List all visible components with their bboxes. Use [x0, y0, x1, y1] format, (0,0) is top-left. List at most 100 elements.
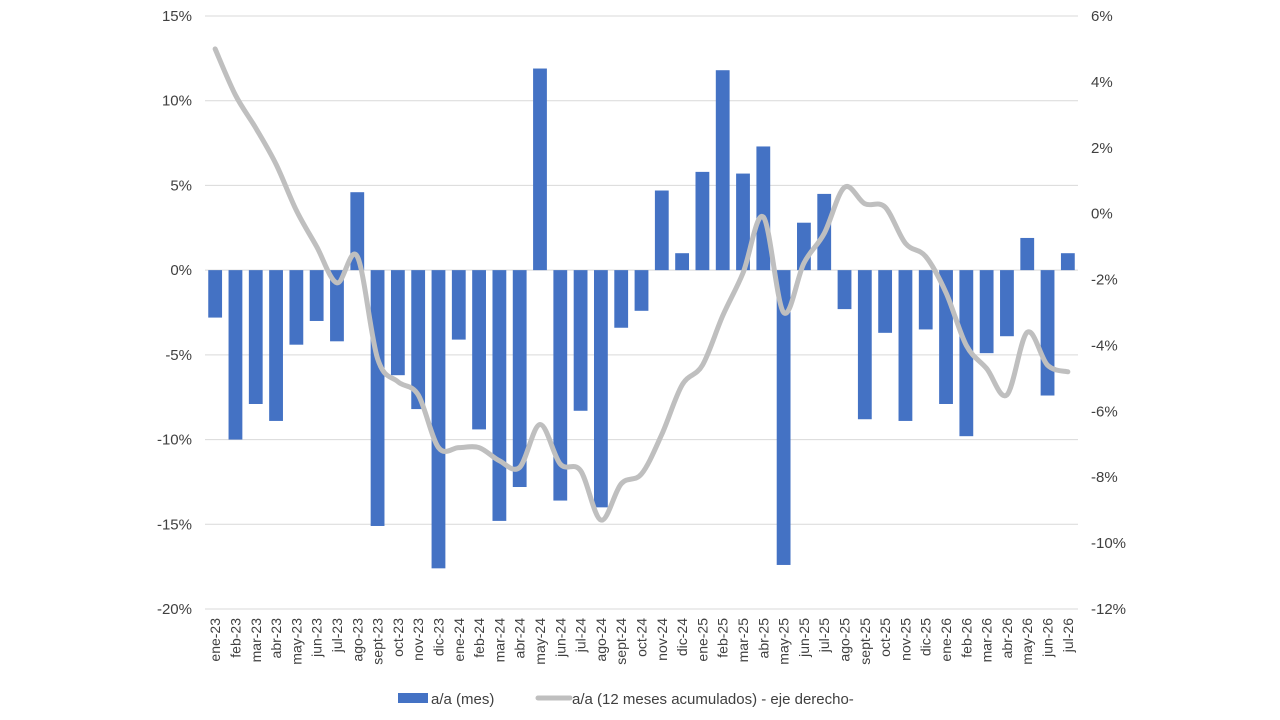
left-axis: 15% 10% 5% 0% -5% -10% -15% -20%	[157, 8, 192, 618]
bar	[248, 270, 263, 404]
x-tick-label: sept-24	[613, 618, 629, 665]
bar	[1000, 270, 1014, 337]
bar	[1040, 270, 1055, 396]
right-tick-label: 0%	[1091, 206, 1113, 223]
x-tick-label: jul-25	[816, 618, 832, 653]
right-tick-label: -10%	[1091, 535, 1126, 552]
bar-series	[208, 68, 1075, 569]
x-tick-label: dic-24	[674, 618, 690, 656]
left-tick-label: -5%	[165, 347, 192, 364]
x-tick-label: mar-25	[735, 618, 751, 663]
right-tick-label: 6%	[1091, 8, 1113, 25]
legend-line-label: a/a (12 meses acumulados) - eje derecho-	[572, 691, 854, 708]
x-tick-label: abr-24	[512, 618, 528, 659]
bar	[269, 270, 283, 421]
x-tick-label: may-24	[532, 618, 548, 665]
bar	[228, 270, 243, 440]
x-tick-label: ago-24	[593, 618, 609, 662]
bar	[634, 270, 649, 311]
bar	[776, 270, 791, 565]
x-tick-label: jun-24	[552, 618, 568, 658]
line-series	[212, 46, 1071, 523]
right-tick-label: -2%	[1091, 272, 1118, 289]
x-tick-label: feb-26	[958, 618, 974, 658]
left-tick-label: -15%	[157, 516, 192, 533]
bar	[1020, 237, 1035, 271]
bar	[756, 146, 771, 271]
right-tick-label: -8%	[1091, 469, 1118, 486]
bar	[695, 171, 710, 271]
right-tick-label: -12%	[1091, 601, 1126, 618]
bar	[654, 190, 669, 271]
x-tick-label: nov-24	[654, 618, 670, 661]
bar	[918, 270, 933, 330]
x-tick-label: ago-25	[837, 618, 853, 662]
bar	[593, 270, 608, 508]
left-tick-label: -10%	[157, 432, 192, 449]
bar	[390, 270, 405, 376]
x-tick-label: mar-26	[979, 618, 995, 663]
right-axis: 6% 4% 2% 0% -2% -4% -6% -8% -10% -12%	[1091, 8, 1126, 618]
x-tick-label: jun-25	[796, 618, 812, 658]
x-axis: ene-23 feb-23 mar-23 abr-23 may-23 jun-23 jul-…	[207, 618, 1076, 665]
x-tick-label: ene-24	[451, 618, 467, 662]
bar	[979, 270, 994, 354]
x-tick-label: jul-24	[573, 618, 589, 653]
x-tick-label: jun-23	[309, 618, 325, 658]
bar	[736, 173, 750, 271]
series-line	[212, 46, 1071, 523]
bar	[898, 270, 913, 421]
bar	[553, 270, 568, 501]
x-tick-label: nov-23	[410, 618, 426, 661]
x-tick-label: ene-25	[694, 618, 710, 662]
bar	[451, 270, 466, 340]
x-tick-label: mar-23	[248, 618, 264, 663]
bar	[959, 270, 974, 437]
x-tick-label: dic-25	[918, 618, 934, 656]
left-tick-label: 10%	[162, 93, 192, 110]
bar	[1060, 253, 1075, 271]
bar	[411, 270, 426, 410]
left-tick-label: -20%	[157, 601, 192, 618]
x-tick-label: jul-26	[1060, 618, 1076, 653]
legend-bar-label: a/a (mes)	[431, 691, 494, 708]
x-tick-label: nov-25	[897, 618, 913, 661]
x-tick-label: feb-24	[471, 618, 487, 658]
x-tick-label: jun-26	[1040, 618, 1056, 658]
x-tick-label: may-25	[776, 618, 792, 665]
right-tick-label: -4%	[1091, 337, 1118, 354]
x-tick-label: sept-23	[370, 618, 386, 665]
x-tick-label: ene-26	[938, 618, 954, 662]
bar	[370, 270, 385, 526]
bar	[512, 270, 527, 488]
x-tick-label: abr-23	[268, 618, 284, 659]
x-tick-label: mar-24	[491, 618, 507, 663]
bar	[472, 270, 486, 430]
bar	[857, 270, 872, 420]
bar	[675, 253, 690, 271]
bar	[208, 270, 223, 318]
x-tick-label: dic-23	[430, 618, 446, 656]
bar	[614, 270, 629, 328]
x-tick-label: feb-25	[715, 618, 731, 658]
x-tick-label: abr-26	[999, 618, 1015, 659]
legend: a/a (mes) a/a (12 meses acumulados) - ej…	[398, 691, 854, 708]
right-tick-label: 4%	[1091, 74, 1113, 91]
legend-bar-swatch	[398, 693, 428, 703]
bar	[837, 270, 852, 310]
left-tick-label: 15%	[162, 8, 192, 25]
x-tick-label: oct-25	[877, 618, 893, 657]
bar	[533, 68, 547, 271]
right-tick-label: -6%	[1091, 403, 1118, 420]
x-tick-label: abr-25	[755, 618, 771, 659]
x-tick-label: feb-23	[227, 618, 243, 658]
bar	[431, 270, 446, 569]
right-tick-label: 2%	[1091, 140, 1113, 157]
bar	[715, 70, 730, 271]
bar	[309, 270, 324, 321]
x-tick-label: may-26	[1019, 618, 1035, 665]
bar	[289, 270, 304, 345]
left-tick-label: 0%	[170, 262, 192, 279]
x-tick-label: jul-23	[329, 618, 345, 653]
